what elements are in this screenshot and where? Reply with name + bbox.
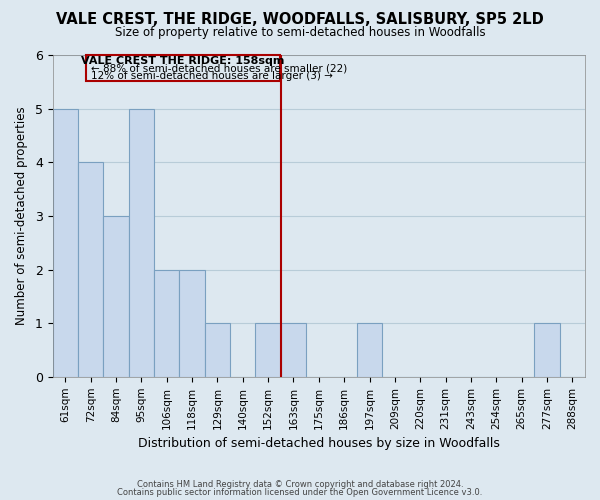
Text: VALE CREST, THE RIDGE, WOODFALLS, SALISBURY, SP5 2LD: VALE CREST, THE RIDGE, WOODFALLS, SALISB… bbox=[56, 12, 544, 28]
Bar bbox=[154, 270, 179, 377]
Bar bbox=[53, 108, 78, 377]
Text: Size of property relative to semi-detached houses in Woodfalls: Size of property relative to semi-detach… bbox=[115, 26, 485, 39]
Bar bbox=[78, 162, 103, 377]
Text: Contains HM Land Registry data © Crown copyright and database right 2024.: Contains HM Land Registry data © Crown c… bbox=[137, 480, 463, 489]
Text: ← 88% of semi-detached houses are smaller (22): ← 88% of semi-detached houses are smalle… bbox=[91, 64, 347, 74]
Bar bbox=[357, 323, 382, 377]
Bar bbox=[103, 216, 129, 377]
Text: 12% of semi-detached houses are larger (3) →: 12% of semi-detached houses are larger (… bbox=[91, 72, 332, 82]
X-axis label: Distribution of semi-detached houses by size in Woodfalls: Distribution of semi-detached houses by … bbox=[138, 437, 500, 450]
Bar bbox=[179, 270, 205, 377]
FancyBboxPatch shape bbox=[86, 55, 280, 80]
Bar bbox=[535, 323, 560, 377]
Bar bbox=[281, 323, 306, 377]
Text: Contains public sector information licensed under the Open Government Licence v3: Contains public sector information licen… bbox=[118, 488, 482, 497]
Text: VALE CREST THE RIDGE: 158sqm: VALE CREST THE RIDGE: 158sqm bbox=[81, 56, 284, 66]
Bar bbox=[129, 108, 154, 377]
Y-axis label: Number of semi-detached properties: Number of semi-detached properties bbox=[15, 106, 28, 325]
Bar bbox=[256, 323, 281, 377]
Bar bbox=[205, 323, 230, 377]
